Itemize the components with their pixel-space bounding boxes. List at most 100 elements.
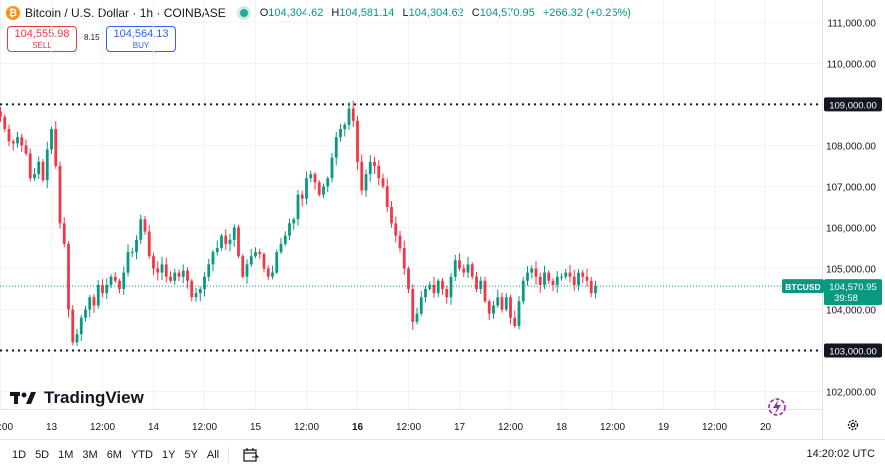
candle: [381, 178, 385, 187]
candle: [54, 128, 58, 166]
candle: [186, 270, 189, 281]
buy-button[interactable]: 104,564.13 BUY: [106, 26, 176, 52]
candle: [254, 252, 257, 257]
candle: [305, 178, 308, 199]
candle: [547, 272, 551, 281]
candle: [411, 289, 415, 322]
timeframe-ytd[interactable]: YTD: [130, 449, 153, 461]
timeframe-all[interactable]: All: [206, 449, 220, 461]
x-tick-label: 12:00: [498, 422, 523, 433]
last-price-label: 104,570.95: [829, 282, 877, 293]
candle: [173, 272, 177, 281]
candle: [147, 231, 151, 257]
candle: [228, 239, 232, 244]
candle: [224, 235, 228, 244]
candle: [356, 120, 359, 162]
timeframe-3m[interactable]: 3M: [82, 449, 98, 461]
timeframe-1d[interactable]: 1D: [12, 449, 27, 461]
candle: [513, 317, 517, 326]
candle: [84, 309, 87, 318]
horizontal-line-label-bg: [824, 97, 882, 112]
toolbar-divider: [228, 447, 230, 463]
candle: [504, 297, 508, 310]
y-tick-label: 108,000.00: [826, 141, 876, 152]
buy-price: 104,564.13: [113, 28, 169, 40]
candle: [475, 276, 478, 290]
timeframe-6m[interactable]: 6M: [106, 449, 122, 461]
candle: [288, 223, 291, 236]
candle: [377, 165, 381, 179]
candle: [555, 276, 559, 285]
candle: [402, 247, 406, 269]
candle: [164, 264, 168, 277]
candle: [390, 206, 393, 224]
timeframe-5y[interactable]: 5Y: [184, 449, 198, 461]
candle: [373, 161, 376, 166]
indicator-lightning-icon[interactable]: [766, 396, 788, 418]
candle: [50, 128, 53, 150]
candle: [96, 284, 100, 306]
sell-button[interactable]: 104,555.98 SELL: [7, 26, 77, 52]
candle: [436, 280, 440, 294]
goto-date-icon[interactable]: [243, 448, 260, 462]
tradingview-logo: TradingView: [10, 388, 144, 408]
candle: [232, 227, 236, 240]
gear-icon[interactable]: [846, 418, 860, 432]
candle: [3, 116, 7, 129]
candle: [62, 223, 66, 244]
candle: [20, 137, 24, 146]
horizontal-line-label-bg: [824, 343, 882, 358]
candle: [58, 165, 62, 224]
spread-value: 8.15: [84, 33, 100, 42]
x-tick-label: 12:00: [702, 422, 727, 433]
horizontal-line-label: 109,000.00: [829, 100, 877, 111]
candle: [449, 276, 453, 298]
bitcoin-icon: ₿: [6, 6, 20, 20]
candle: [577, 272, 580, 285]
candle: [198, 289, 202, 294]
candle: [398, 235, 402, 248]
candle: [585, 276, 589, 281]
candle: [466, 264, 470, 273]
candle: [152, 256, 155, 269]
timeframe-1m[interactable]: 1M: [58, 449, 74, 461]
price-chart[interactable]: 102,000.00 103,000.00 104,000.00 105,000.00…: [0, 0, 885, 440]
candle: [594, 286, 597, 294]
utc-clock[interactable]: 14:20:02 UTC: [806, 448, 875, 460]
candle: [220, 235, 223, 248]
candle: [351, 108, 355, 121]
candle: [237, 227, 240, 257]
tradingview-logo-text: TradingView: [44, 388, 144, 407]
timeframe-5d[interactable]: 5D: [35, 449, 50, 461]
candle: [71, 309, 75, 343]
candle: [169, 276, 172, 281]
candle: [385, 186, 389, 207]
last-price-label-bg: [824, 279, 882, 306]
x-tick-label: 18: [556, 422, 568, 433]
symbol-title[interactable]: Bitcoin / U.S. Dollar · 1h · COINBASE: [25, 6, 226, 20]
timeframe-1y[interactable]: 1Y: [161, 449, 176, 461]
candle: [534, 268, 538, 277]
buy-label: BUY: [132, 41, 150, 50]
candle: [462, 268, 466, 273]
ohlc-readout: O104,304.62 H104,581.14 L104,304.62 C104…: [259, 7, 631, 19]
candle: [130, 252, 134, 254]
bottom-toolbar: 1D 5D 1M 3M 6M YTD 1Y 5Y All 14:20:02 UT…: [0, 439, 885, 470]
candle: [7, 128, 11, 142]
tradingview-logo-icon: [10, 392, 36, 404]
candle: [326, 178, 330, 187]
x-tick-label: 15: [250, 422, 262, 433]
candle: [296, 194, 300, 220]
candle: [526, 272, 529, 281]
candle: [41, 161, 45, 181]
candle: [249, 256, 253, 265]
candle: [470, 264, 474, 277]
candle: [564, 272, 568, 277]
x-tick-label: 14: [148, 422, 160, 433]
candle: [258, 252, 262, 255]
candle: [33, 174, 36, 179]
candle: [28, 153, 32, 179]
y-tick-label: 111,000.00: [827, 18, 876, 29]
candle: [368, 161, 372, 175]
x-tick-label: 12:00: [192, 422, 217, 433]
